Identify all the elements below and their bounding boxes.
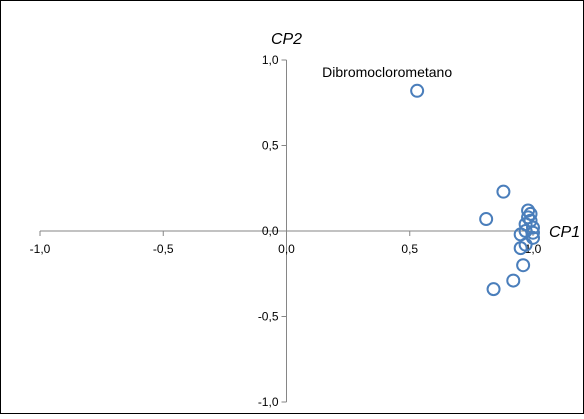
x-tick-label: -0,5 — [153, 242, 174, 256]
tick-labels: -1,0 -0,5 0,0 0,5 1,0 1,0 0,5 0,0 -0,5 -1,0 — [30, 53, 542, 409]
data-point — [526, 225, 540, 240]
y-tick-label: -0,5 — [258, 310, 279, 324]
axes — [39, 59, 534, 403]
x-tick-label: -1,0 — [30, 242, 51, 256]
y-tick-label: 0,0 — [262, 224, 279, 238]
data-point — [496, 184, 511, 199]
point-annotation: Dibromoclorometano — [322, 64, 452, 80]
data-points — [410, 83, 540, 297]
data-point — [523, 206, 538, 221]
data-point — [516, 258, 531, 273]
data-point — [410, 83, 425, 98]
x-tick-label: 1,0 — [525, 242, 542, 256]
data-point — [526, 220, 540, 235]
data-point — [521, 203, 536, 218]
data-point — [486, 282, 501, 297]
y-tick-label: 1,0 — [262, 53, 279, 67]
data-point — [479, 212, 494, 227]
x-axis-title: CP1 — [549, 224, 580, 241]
data-point — [506, 273, 521, 288]
annotations: CP1 CP2 Dibromoclorometano — [271, 31, 580, 241]
x-tick-label: 0,0 — [278, 242, 295, 256]
x-tick-label: 0,5 — [401, 242, 418, 256]
y-tick-label: 0,5 — [262, 139, 279, 153]
y-axis-title: CP2 — [271, 31, 302, 48]
data-point — [518, 237, 533, 252]
y-tick-label: -1,0 — [258, 395, 279, 409]
